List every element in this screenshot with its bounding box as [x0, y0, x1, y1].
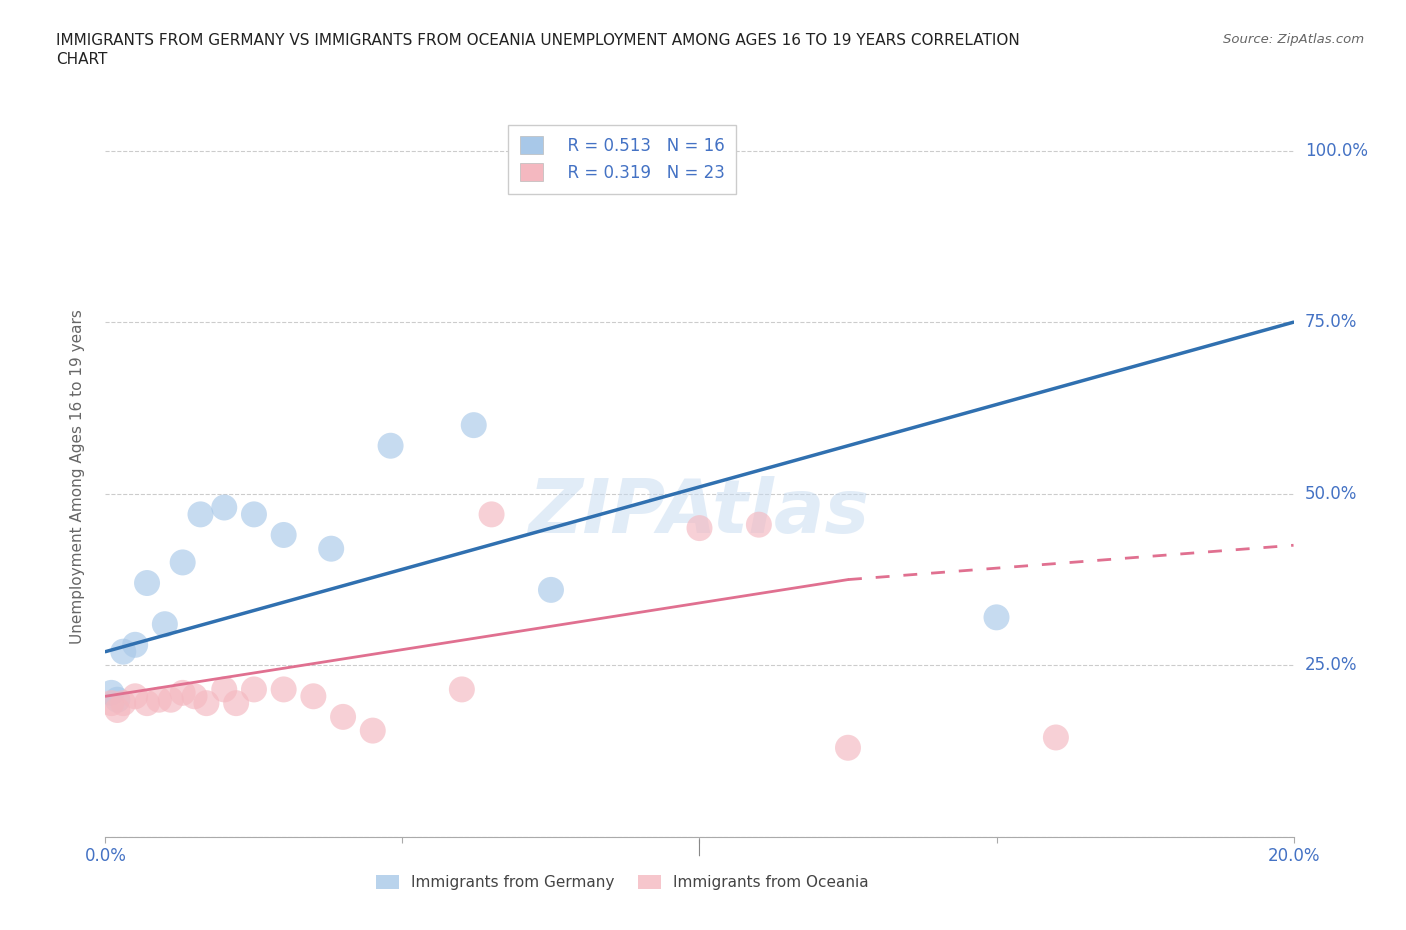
Point [540, 582, 562, 597]
Point [172, 685, 194, 700]
Point [190, 507, 212, 522]
Text: 50.0%: 50.0% [1305, 485, 1357, 503]
Point [183, 689, 205, 704]
Point [136, 576, 159, 591]
Point [837, 740, 859, 755]
Point [105, 702, 128, 717]
Point [689, 521, 711, 536]
Point [321, 541, 343, 556]
Point [153, 617, 176, 631]
Point [361, 724, 384, 738]
Point [214, 500, 236, 515]
Point [302, 689, 325, 704]
Point [112, 644, 135, 659]
Point [748, 517, 770, 532]
Point [273, 527, 295, 542]
Point [172, 555, 194, 570]
Point [100, 685, 122, 700]
Point [380, 438, 402, 453]
Point [273, 682, 295, 697]
Point [986, 610, 1008, 625]
Point [243, 682, 266, 697]
Point [105, 692, 128, 707]
Point [124, 637, 146, 652]
Text: 75.0%: 75.0% [1305, 313, 1357, 331]
Point [100, 696, 122, 711]
Text: 100.0%: 100.0% [1305, 141, 1368, 160]
Point [159, 692, 181, 707]
Text: ZIPAtlas: ZIPAtlas [529, 476, 870, 549]
Point [225, 696, 247, 711]
Point [463, 418, 485, 432]
Text: Source: ZipAtlas.com: Source: ZipAtlas.com [1223, 33, 1364, 46]
Point [481, 507, 503, 522]
Point [243, 507, 266, 522]
Point [195, 696, 218, 711]
Text: IMMIGRANTS FROM GERMANY VS IMMIGRANTS FROM OCEANIA UNEMPLOYMENT AMONG AGES 16 TO: IMMIGRANTS FROM GERMANY VS IMMIGRANTS FR… [56, 33, 1019, 67]
Point [148, 692, 170, 707]
Point [136, 696, 159, 711]
Y-axis label: Unemployment Among Ages 16 to 19 years: Unemployment Among Ages 16 to 19 years [70, 309, 84, 644]
Point [124, 689, 146, 704]
Point [332, 710, 354, 724]
Text: 25.0%: 25.0% [1305, 657, 1357, 674]
Point [450, 682, 472, 697]
Legend: Immigrants from Germany, Immigrants from Oceania: Immigrants from Germany, Immigrants from… [368, 868, 876, 897]
Point [214, 682, 236, 697]
Point [1045, 730, 1067, 745]
Point [112, 696, 135, 711]
